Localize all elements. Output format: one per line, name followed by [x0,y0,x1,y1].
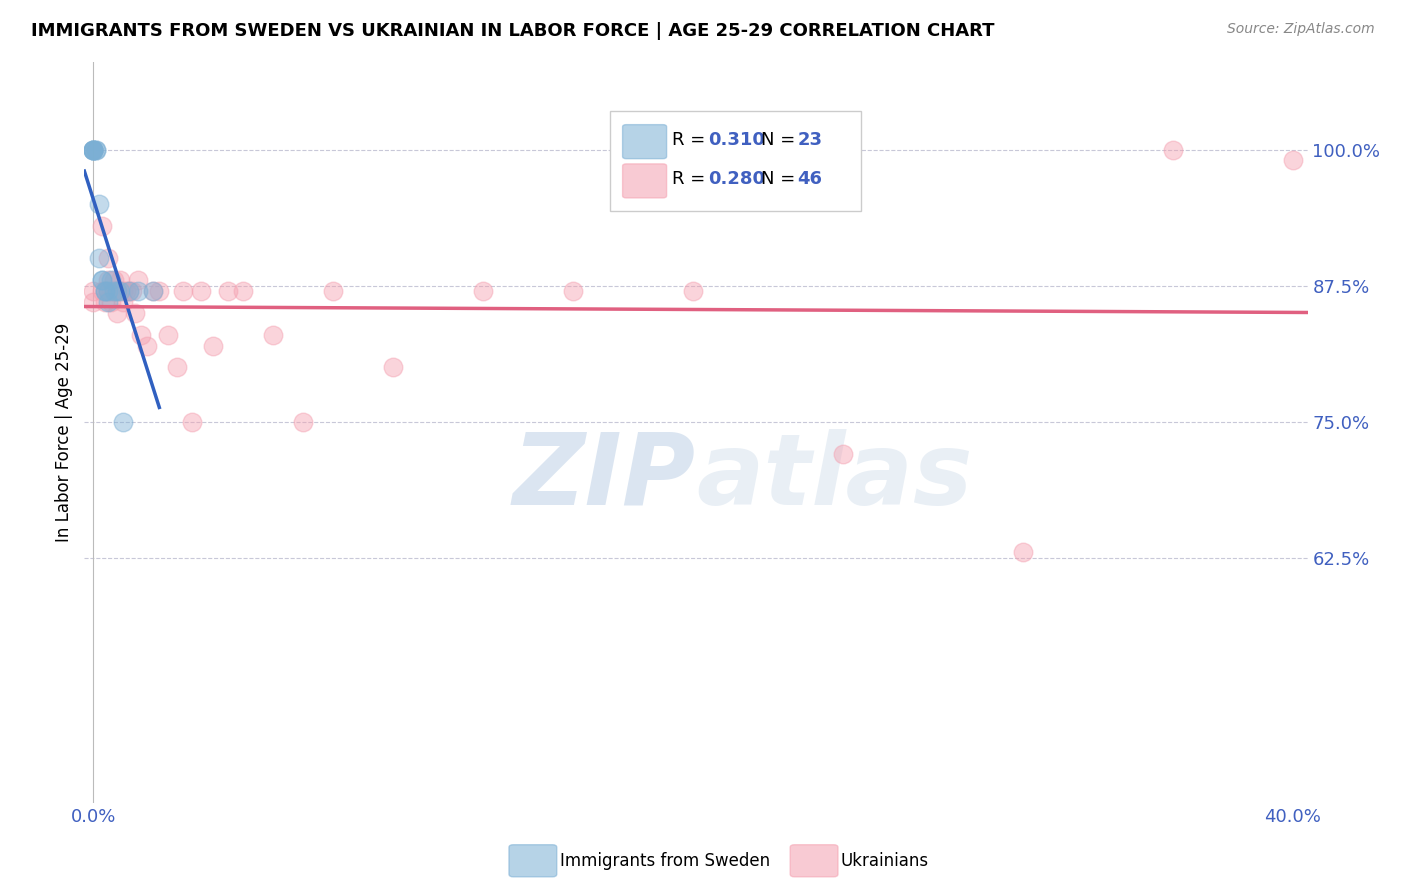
Text: 0.280: 0.280 [709,170,765,188]
FancyBboxPatch shape [610,111,860,211]
Point [262,327,284,342]
Point [127,284,149,298]
Point [232,284,254,298]
Point [82,143,104,157]
Point [91,284,114,298]
Point [100,273,122,287]
Point [82,143,104,157]
Point [1161,143,1184,157]
FancyBboxPatch shape [623,164,666,198]
Point [110,273,132,287]
Text: N =: N = [761,131,794,149]
Text: 23: 23 [797,131,823,149]
Point [118,284,141,298]
Point [82,143,104,157]
Point [682,284,704,298]
Point [103,284,125,298]
Point [89,197,111,211]
Point [97,284,120,298]
Point [97,295,120,310]
Point [202,338,225,352]
Text: R =: R = [672,131,704,149]
Text: R =: R = [672,170,704,188]
Point [97,273,120,287]
Point [157,327,180,342]
Text: 0.310: 0.310 [709,131,765,149]
Point [110,284,132,298]
Point [91,273,114,287]
Point [382,360,405,375]
Point [105,284,128,298]
Point [1281,153,1303,168]
Point [472,284,495,298]
Point [103,273,125,287]
Text: Source: ZipAtlas.com: Source: ZipAtlas.com [1227,22,1375,37]
Point [94,284,117,298]
Point [181,415,204,429]
Point [121,284,143,298]
Point [322,284,344,298]
Text: Ukrainians: Ukrainians [841,852,929,870]
Point [105,306,128,320]
Point [166,360,188,375]
Text: ZIP: ZIP [513,428,696,525]
Point [91,219,114,233]
Point [136,338,159,352]
Point [1011,545,1033,559]
FancyBboxPatch shape [623,125,666,159]
Point [86,143,108,157]
Point [91,273,114,287]
Point [82,284,104,298]
Point [112,415,135,429]
Point [103,284,125,298]
Point [148,284,170,298]
Point [190,284,212,298]
Point [86,143,108,157]
Point [105,284,128,298]
Point [94,295,117,310]
Point [100,284,122,298]
Point [82,143,104,157]
Point [131,327,153,342]
Point [97,252,120,266]
Point [142,284,165,298]
Point [562,284,585,298]
Point [112,295,135,310]
Text: atlas: atlas [696,428,973,525]
Point [217,284,239,298]
Point [82,295,104,310]
Text: Immigrants from Sweden: Immigrants from Sweden [560,852,769,870]
Point [292,415,315,429]
Point [100,295,122,310]
Point [172,284,194,298]
Point [127,273,149,287]
Point [89,252,111,266]
Point [115,284,138,298]
Point [94,284,117,298]
Point [94,284,117,298]
Point [124,306,146,320]
Point [142,284,165,298]
Point [112,284,135,298]
Y-axis label: In Labor Force | Age 25-29: In Labor Force | Age 25-29 [55,323,73,542]
Point [97,284,120,298]
Point [831,447,853,461]
Text: IMMIGRANTS FROM SWEDEN VS UKRAINIAN IN LABOR FORCE | AGE 25-29 CORRELATION CHART: IMMIGRANTS FROM SWEDEN VS UKRAINIAN IN L… [31,22,994,40]
Point [82,143,104,157]
Text: N =: N = [761,170,794,188]
Text: 46: 46 [797,170,823,188]
Point [118,284,141,298]
